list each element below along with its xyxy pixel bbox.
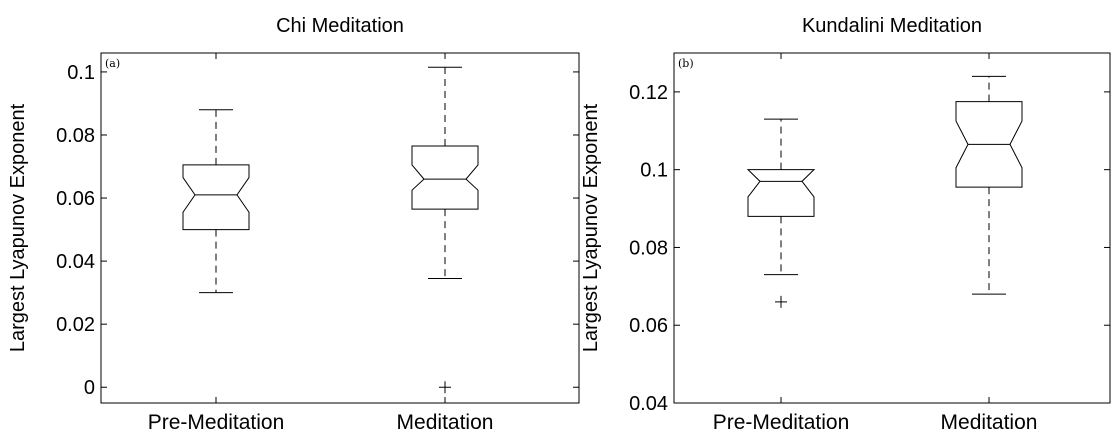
y-tick-label: 0.08: [56, 125, 95, 147]
panel-label: (a): [105, 57, 120, 70]
box-meditation: [411, 66, 479, 394]
y-tick-label: 0.04: [56, 251, 95, 273]
y-tick-label: 0.1: [67, 62, 95, 84]
notched-box: [746, 169, 816, 217]
y-tick-label: 0.12: [629, 82, 668, 104]
y-tick-label: 0.06: [56, 188, 95, 210]
chart-panel-a: Chi Meditation (a) Largest Lyapunov Expone…: [7, 15, 580, 434]
notched-box: [955, 101, 1023, 188]
y-tick-label: 0.02: [56, 314, 95, 336]
box-pre-meditation: [182, 109, 250, 294]
y-tick-label: 0.08: [629, 237, 668, 259]
box-pre-meditation: [746, 118, 816, 308]
x-category-label: Meditation: [397, 411, 494, 434]
chart-title: Chi Meditation: [276, 15, 404, 37]
y-tick-label: 0.04: [629, 393, 668, 415]
y-tick-label: 0.06: [629, 315, 668, 337]
y-axis-label: Largest Lyapunov Exponent: [580, 103, 602, 352]
x-category-label: Meditation: [941, 411, 1038, 434]
notched-box: [182, 164, 250, 231]
panel-label: (b): [678, 57, 694, 70]
outlier-marker: [775, 295, 787, 308]
plot-area-frame: [673, 52, 1111, 404]
notched-box: [411, 145, 479, 210]
x-category-label: Pre-Meditation: [148, 411, 285, 434]
x-category-label: Pre-Meditation: [713, 411, 850, 434]
y-tick-label: 0.1: [640, 160, 668, 182]
y-tick-label: 0: [84, 377, 95, 399]
box-meditation: [955, 75, 1023, 295]
outlier-marker: [439, 381, 451, 394]
plot-area-frame: [100, 52, 580, 404]
chart-panel-b: Kundalini Meditation (b) Largest Lyapunov …: [580, 15, 1111, 434]
y-axis-label: Largest Lyapunov Exponent: [7, 103, 29, 352]
chart-title: Kundalini Meditation: [802, 15, 982, 37]
